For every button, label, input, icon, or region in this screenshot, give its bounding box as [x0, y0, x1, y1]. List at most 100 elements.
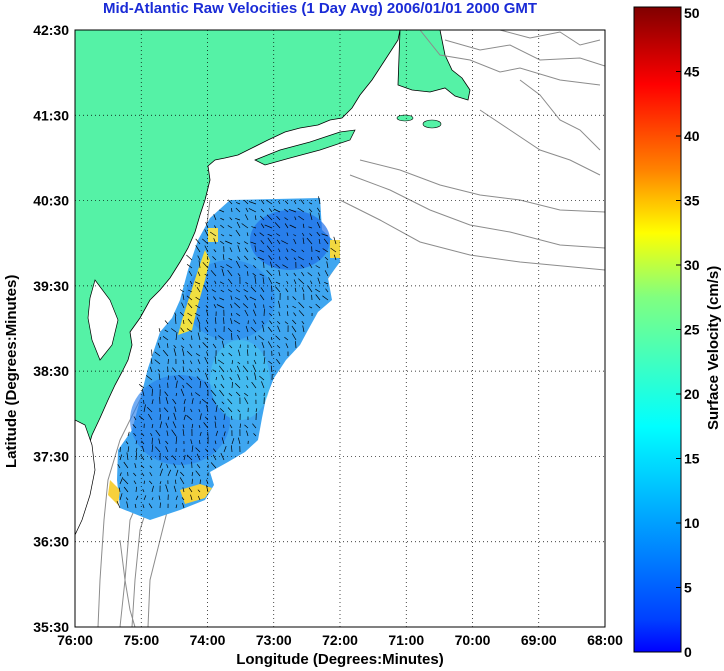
velocity-vector — [214, 421, 217, 429]
y-tick-label: 38:30 — [33, 363, 69, 379]
velocity-vector — [214, 263, 217, 269]
velocity-vector — [238, 349, 241, 357]
velocity-vector — [278, 248, 281, 253]
velocity-vector — [222, 254, 225, 261]
velocity-vector — [276, 233, 281, 237]
velocity-field — [108, 198, 340, 520]
y-tick-label: 36:30 — [33, 534, 69, 550]
velocity-vector — [125, 497, 129, 501]
velocity-vector — [278, 311, 281, 317]
velocity-vector — [309, 233, 313, 237]
y-tick-label: 42:30 — [33, 22, 69, 38]
velocity-vector — [196, 376, 201, 381]
velocity-vector — [127, 431, 130, 437]
velocity-vector — [214, 280, 217, 285]
velocity-vector — [326, 261, 329, 269]
velocity-vector — [233, 320, 241, 325]
velocity-vector — [286, 311, 289, 317]
velocity-vector — [190, 408, 193, 413]
velocity-vector — [198, 409, 201, 413]
velocity-vector — [317, 256, 321, 261]
velocity-vector — [227, 199, 233, 205]
y-tick-labels: 42:30 41:30 40:30 39:30 38:30 37:30 36:30 35:30 — [33, 22, 69, 635]
velocity-vector — [234, 297, 241, 301]
velocity-vector — [181, 337, 185, 341]
island-marthas-vineyard — [396, 114, 414, 122]
velocity-vector — [212, 256, 217, 261]
colorbar-tick-label: 20 — [684, 386, 700, 402]
velocity-vector — [203, 422, 209, 429]
velocity-vector — [254, 372, 257, 381]
velocity-vector — [151, 444, 154, 453]
velocity-vector — [189, 360, 193, 365]
velocity-low-core-mid — [185, 260, 275, 340]
velocity-vector — [247, 349, 249, 357]
colorbar-tick-label: 10 — [684, 515, 700, 531]
x-tick-label: 69:00 — [521, 632, 557, 648]
velocity-vector — [231, 208, 233, 213]
velocity-vector — [254, 215, 257, 221]
colorbar-tick-label: 35 — [684, 193, 700, 209]
velocity-vector — [300, 264, 305, 269]
velocity-vector — [211, 398, 217, 405]
velocity-vector — [253, 303, 257, 309]
velocity-vector — [181, 302, 185, 309]
velocity-vector — [278, 300, 281, 309]
x-tick-label: 70:00 — [455, 632, 491, 648]
velocity-vector — [246, 232, 249, 237]
velocity-vector — [146, 407, 153, 413]
velocity-vector — [179, 289, 185, 293]
velocity-vector — [140, 454, 145, 461]
velocity-vector — [260, 287, 265, 293]
velocity-vector — [204, 327, 209, 333]
velocity-vector — [119, 454, 123, 461]
velocity-vector — [213, 214, 217, 221]
velocity-vector — [259, 232, 265, 237]
velocity-vector — [301, 320, 305, 325]
velocity-vector — [149, 465, 153, 469]
x-tick-label: 75:00 — [123, 632, 159, 648]
x-tick-label: 71:00 — [388, 632, 424, 648]
velocity-vector — [205, 305, 209, 309]
velocity-vector — [235, 217, 241, 221]
velocity-vector — [276, 358, 281, 365]
velocity-vector — [234, 302, 241, 309]
velocity-vector — [235, 229, 241, 237]
velocity-vector — [325, 288, 329, 293]
velocity-vector — [174, 312, 177, 317]
velocity-vector — [197, 359, 201, 365]
velocity-vector — [143, 404, 146, 413]
velocity-vector — [214, 356, 217, 365]
map-title: Mid-Atlantic Raw Velocities (1 Day Avg) … — [102, 0, 538, 17]
velocity-vector — [189, 344, 193, 349]
velocity-vector — [261, 341, 265, 349]
velocity-vector — [231, 332, 233, 341]
velocity-vector — [282, 264, 289, 269]
colorbar-tick-labels: 0 5 10 15 20 25 30 35 40 45 50 — [676, 5, 700, 660]
velocity-vector — [266, 270, 273, 277]
velocity-vector — [213, 448, 217, 453]
x-tick-label: 73:00 — [256, 632, 292, 648]
velocity-vector — [251, 226, 257, 229]
velocity-vector — [196, 464, 201, 469]
velocity-vector — [284, 208, 289, 213]
velocity-vector — [275, 286, 281, 293]
velocity-vector — [197, 271, 201, 277]
velocity-vector — [116, 500, 121, 509]
velocity-vector — [291, 248, 297, 253]
colorbar-tick-label: 50 — [684, 5, 700, 21]
velocity-vector — [277, 321, 281, 325]
velocity-vector — [318, 196, 321, 205]
velocity-vector — [268, 255, 273, 261]
velocity-vector — [306, 237, 313, 245]
velocity-vector — [119, 477, 124, 485]
velocity-vector — [271, 285, 273, 293]
velocity-vector — [175, 495, 178, 501]
velocity-vector — [182, 384, 185, 389]
velocity-vector — [245, 282, 249, 285]
velocity-vector — [231, 360, 234, 365]
velocity-vector — [235, 207, 241, 213]
velocity-vector — [244, 309, 249, 317]
colorbar-tick-label: 15 — [684, 451, 700, 467]
velocity-vector — [246, 376, 249, 381]
